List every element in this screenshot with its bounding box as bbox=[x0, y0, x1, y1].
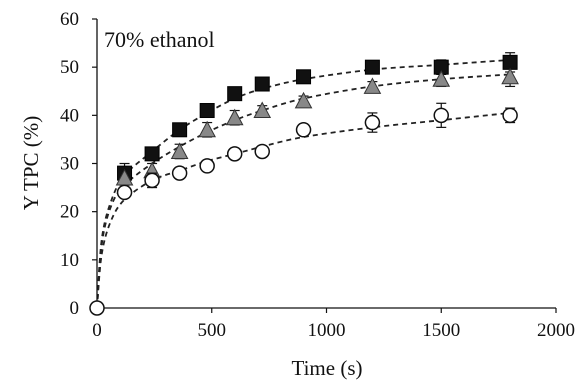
data-point-circle bbox=[364, 114, 381, 131]
data-point-triangle bbox=[198, 120, 216, 138]
fit-line-2 bbox=[96, 73, 511, 309]
data-point-square bbox=[144, 146, 160, 162]
x-tick-label: 500 bbox=[198, 320, 227, 341]
data-point-circle bbox=[433, 107, 449, 124]
y-tick-label: 60 bbox=[60, 9, 79, 30]
data-markers bbox=[89, 52, 519, 316]
data-point-triangle bbox=[253, 101, 272, 119]
data-point-circle bbox=[502, 107, 518, 124]
data-point-square bbox=[296, 69, 312, 85]
data-point-circle bbox=[89, 300, 105, 316]
data-point-triangle bbox=[432, 70, 451, 87]
axes: 0 10 20 30 40 50 60 0 500 1000 1500 2000 bbox=[60, 9, 575, 341]
x-axis-label: Time (s) bbox=[292, 356, 363, 380]
x-tick-label: 1500 bbox=[422, 320, 460, 341]
x-tick-label: 1000 bbox=[308, 320, 346, 341]
chart-annotation: 70% ethanol bbox=[104, 27, 215, 52]
data-point-square bbox=[227, 86, 243, 102]
y-axis-label: Y TPC (%) bbox=[19, 116, 43, 211]
fit-line-3 bbox=[96, 112, 511, 309]
data-point-circle bbox=[254, 143, 270, 160]
y-tick-label: 10 bbox=[60, 250, 79, 271]
x-tick-label: 0 bbox=[92, 320, 102, 341]
data-point-circle bbox=[144, 172, 160, 189]
data-point-circle bbox=[116, 184, 133, 201]
data-point-circle bbox=[171, 165, 188, 181]
data-point-square bbox=[254, 76, 270, 92]
data-point-triangle bbox=[363, 77, 382, 94]
data-point-triangle bbox=[225, 108, 244, 126]
data-point-triangle bbox=[170, 142, 189, 159]
x-tick-label: 2000 bbox=[537, 320, 575, 341]
y-tick-label: 20 bbox=[60, 202, 79, 223]
data-point-circle bbox=[295, 122, 312, 138]
y-tick-label: 50 bbox=[60, 57, 79, 78]
data-point-square bbox=[364, 59, 380, 75]
data-point-triangle bbox=[501, 67, 519, 85]
y-tick-label: 30 bbox=[60, 154, 79, 175]
y-tick-label: 40 bbox=[60, 105, 79, 126]
data-point-circle bbox=[199, 158, 215, 174]
y-tick-label: 0 bbox=[70, 298, 80, 319]
data-point-circle bbox=[226, 146, 243, 162]
data-point-square bbox=[172, 122, 188, 138]
data-point-square bbox=[199, 103, 215, 119]
data-point-triangle bbox=[294, 91, 313, 109]
